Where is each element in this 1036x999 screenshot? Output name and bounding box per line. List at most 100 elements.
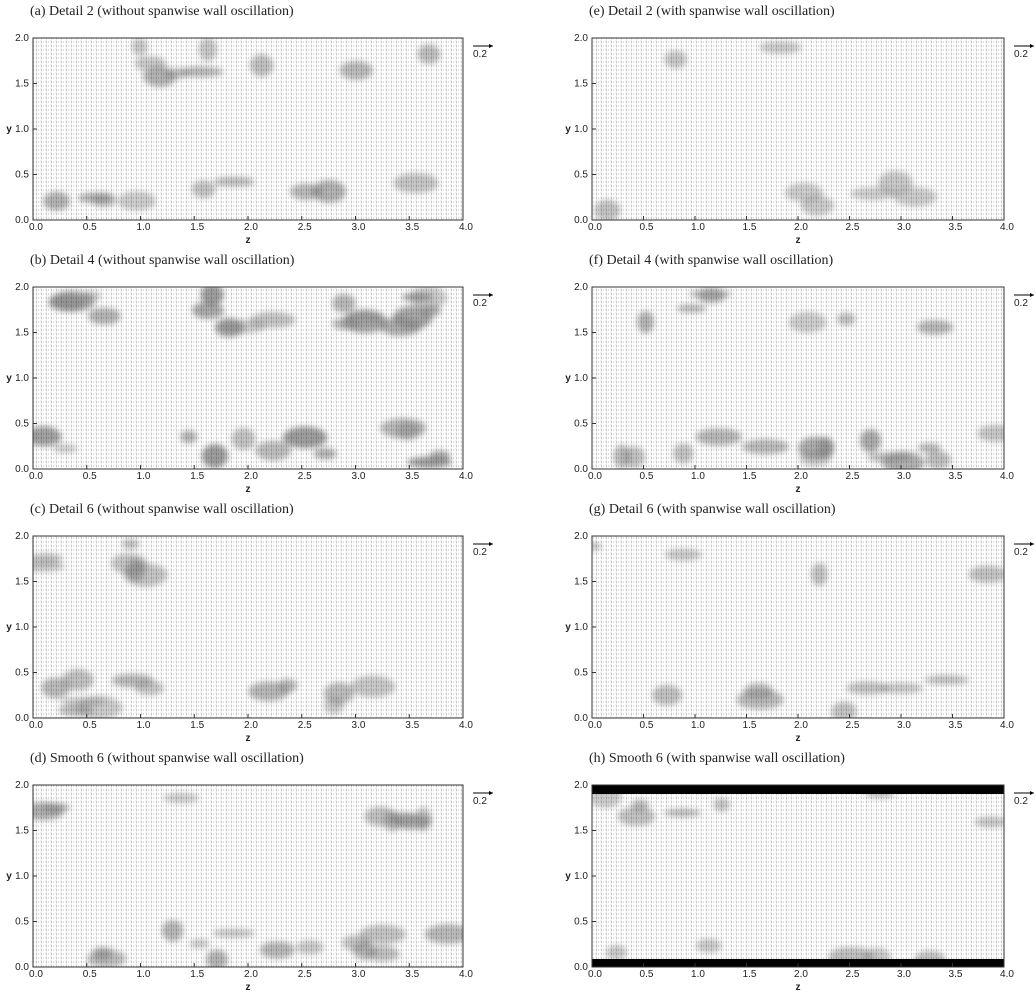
x-tick-label: 3.0 bbox=[352, 222, 366, 233]
x-tick-label: 4.0 bbox=[1000, 222, 1014, 233]
panel-title: (c) Detail 6 (without spanwise wall osci… bbox=[30, 502, 294, 517]
x-tick-label: 2.5 bbox=[846, 222, 860, 233]
x-axis-label: z bbox=[246, 235, 251, 246]
vortex bbox=[179, 66, 224, 77]
x-tick-label: 2.5 bbox=[298, 720, 312, 731]
vortex bbox=[332, 293, 356, 313]
x-tick-label: 4.0 bbox=[459, 222, 473, 233]
vortex bbox=[213, 176, 256, 187]
panel: (f) Detail 4 (with spanwise wall oscilla… bbox=[565, 253, 1034, 495]
y-tick-label: 1.5 bbox=[574, 577, 588, 588]
y-axis-label: y bbox=[6, 373, 12, 384]
vortex bbox=[289, 183, 323, 200]
vortex bbox=[393, 172, 439, 194]
vortex bbox=[846, 681, 890, 695]
vortex bbox=[33, 560, 65, 572]
reference-arrowhead bbox=[1030, 293, 1034, 297]
x-tick-label: 0.5 bbox=[83, 222, 97, 233]
y-tick-label: 0.0 bbox=[574, 464, 588, 475]
x-tick-label: 3.5 bbox=[949, 969, 963, 980]
x-tick-label: 0.0 bbox=[29, 969, 43, 980]
y-tick-label: 0.5 bbox=[574, 668, 588, 679]
y-tick-label: 1.5 bbox=[15, 826, 29, 837]
x-tick-label: 3.0 bbox=[897, 471, 911, 482]
vortex bbox=[688, 289, 732, 299]
y-tick-label: 0.5 bbox=[574, 170, 588, 181]
x-tick-label: 3.5 bbox=[405, 222, 419, 233]
panel-title: (b) Detail 4 (without spanwise wall osci… bbox=[30, 253, 295, 268]
vortex-shading bbox=[33, 539, 396, 718]
y-tick-label: 1.0 bbox=[15, 373, 29, 384]
y-axis-label: y bbox=[6, 124, 12, 135]
y-tick-label: 1.0 bbox=[15, 871, 29, 882]
vortex bbox=[189, 939, 210, 949]
x-tick-label: 3.0 bbox=[352, 720, 366, 731]
vortex bbox=[409, 287, 448, 309]
vortex bbox=[695, 938, 722, 953]
panel: (b) Detail 4 (without spanwise wall osci… bbox=[6, 253, 493, 495]
x-tick-label: 0.0 bbox=[29, 222, 43, 233]
y-tick-label: 1.0 bbox=[574, 871, 588, 882]
vortex bbox=[123, 563, 168, 587]
vortex bbox=[231, 427, 256, 450]
vortex bbox=[191, 180, 216, 198]
vortex bbox=[623, 446, 646, 468]
x-tick-label: 4.0 bbox=[1000, 969, 1014, 980]
y-tick-label: 1.0 bbox=[15, 622, 29, 633]
x-axis-label: z bbox=[246, 733, 251, 744]
vortex bbox=[974, 816, 1004, 828]
vortex bbox=[206, 949, 228, 967]
vortex bbox=[162, 793, 200, 804]
x-tick-label: 2.5 bbox=[298, 471, 312, 482]
vortex bbox=[713, 797, 731, 812]
x-axis-label: z bbox=[246, 484, 251, 495]
panel: (a) Detail 2 (without spanwise wall osci… bbox=[6, 4, 493, 246]
vortex bbox=[879, 682, 923, 694]
vortex bbox=[339, 60, 374, 80]
y-tick-label: 0.0 bbox=[574, 713, 588, 724]
y-tick-label: 2.0 bbox=[15, 780, 29, 791]
x-tick-label: 2.0 bbox=[244, 222, 258, 233]
y-tick-label: 2.0 bbox=[574, 531, 588, 542]
x-tick-label: 0.5 bbox=[640, 969, 654, 980]
field-background bbox=[592, 785, 1004, 967]
x-tick-label: 3.5 bbox=[949, 720, 963, 731]
x-axis-label: z bbox=[796, 235, 801, 246]
vortex bbox=[201, 444, 228, 468]
x-tick-label: 2.0 bbox=[794, 720, 808, 731]
reference-arrowhead bbox=[1030, 44, 1034, 48]
x-tick-label: 2.0 bbox=[794, 471, 808, 482]
y-tick-label: 2.0 bbox=[15, 33, 29, 44]
vortex bbox=[296, 940, 324, 955]
x-tick-label: 0.0 bbox=[588, 471, 602, 482]
vortex bbox=[117, 191, 157, 211]
y-tick-label: 1.5 bbox=[574, 79, 588, 90]
vortex bbox=[142, 66, 177, 87]
vortex bbox=[676, 304, 707, 314]
y-tick-label: 0.0 bbox=[574, 962, 588, 973]
x-tick-label: 2.0 bbox=[794, 969, 808, 980]
x-tick-label: 0.5 bbox=[83, 471, 97, 482]
y-tick-label: 1.5 bbox=[15, 577, 29, 588]
vortex bbox=[393, 813, 431, 830]
vortex bbox=[859, 429, 881, 453]
x-tick-label: 0.5 bbox=[640, 222, 654, 233]
y-tick-label: 0.5 bbox=[574, 419, 588, 430]
vortex bbox=[342, 310, 388, 334]
vortex bbox=[33, 426, 62, 447]
x-tick-label: 1.0 bbox=[137, 720, 151, 731]
vortex bbox=[652, 685, 683, 706]
vortex bbox=[759, 41, 802, 54]
vortex bbox=[923, 675, 970, 685]
vortex bbox=[664, 808, 702, 818]
vortex bbox=[925, 451, 952, 469]
x-tick-label: 0.0 bbox=[29, 720, 43, 731]
x-tick-label: 0.0 bbox=[588, 222, 602, 233]
x-tick-label: 1.0 bbox=[691, 222, 705, 233]
reference-arrowhead bbox=[489, 542, 493, 546]
y-tick-label: 1.0 bbox=[574, 622, 588, 633]
panel-title: (a) Detail 2 (without spanwise wall osci… bbox=[30, 4, 294, 19]
vortex bbox=[672, 443, 694, 464]
y-axis-label: y bbox=[565, 622, 571, 633]
vortex-shading bbox=[594, 41, 938, 220]
